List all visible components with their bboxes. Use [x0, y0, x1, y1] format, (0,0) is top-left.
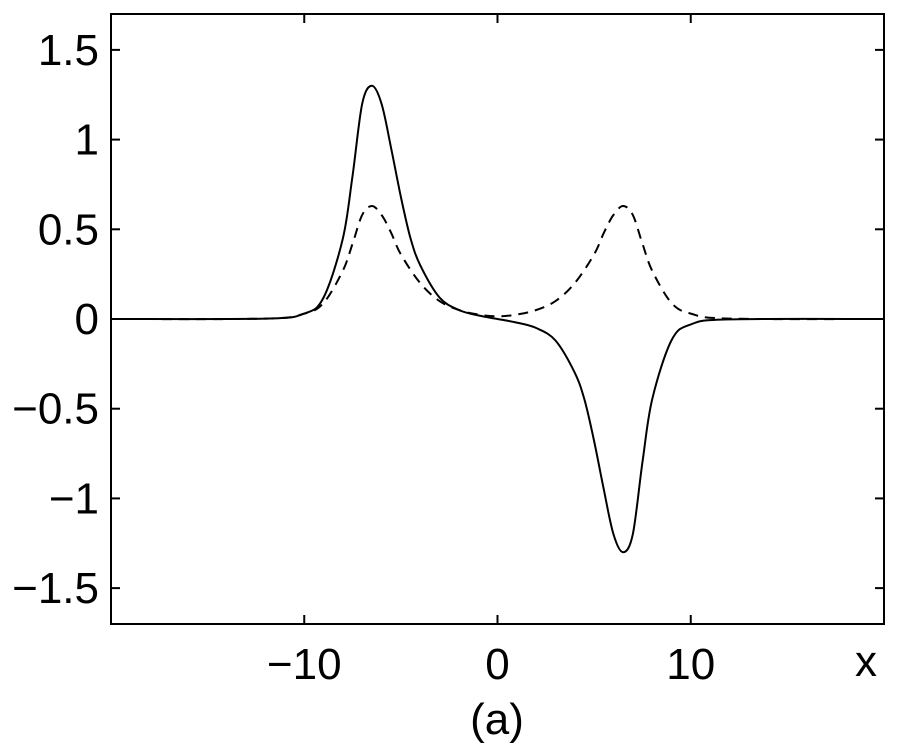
- y-tick-label: 1: [75, 116, 99, 165]
- ticks-layer: −10 0 10 −1.5 −1 −0.5 0 0.5 1 1.5: [12, 14, 884, 689]
- x-tick-label: −10: [267, 640, 342, 689]
- x-axis-title: x: [855, 637, 877, 686]
- figure-caption: (a): [470, 695, 524, 744]
- y-tick-label: 1.5: [38, 26, 99, 75]
- plot-area-frame: [110, 13, 885, 625]
- y-tick-label: −1.5: [12, 564, 99, 613]
- x-tick-label: 10: [666, 640, 715, 689]
- y-tick-label: 0: [75, 295, 99, 344]
- y-tick-label: −0.5: [12, 385, 99, 434]
- series-layer: [110, 84, 885, 554]
- x-tick-label: 0: [485, 640, 509, 689]
- series-line-solid: [110, 84, 885, 554]
- y-tick-label: −1: [49, 474, 99, 523]
- y-tick-label: 0.5: [38, 205, 99, 254]
- series-line-dashed: [110, 205, 885, 321]
